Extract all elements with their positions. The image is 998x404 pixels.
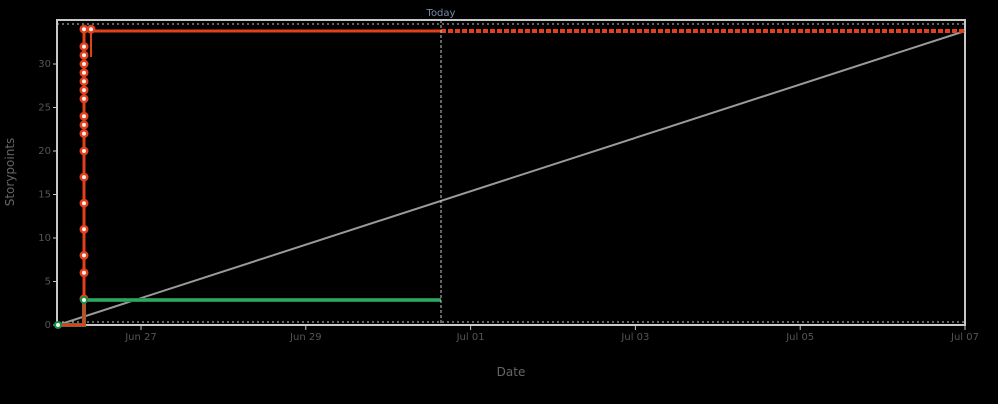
- completed-series: [58, 298, 441, 327]
- scope-series: [58, 24, 965, 327]
- today-marker: Today: [426, 8, 456, 325]
- x-tick-label: Jul 05: [785, 332, 814, 343]
- x-axis: Jun 27 Jun 29 Jul 01 Jul 03 Jul 05 Jul 07: [124, 325, 979, 343]
- x-tick-label: Jul 07: [950, 332, 979, 343]
- y-tick-label: 30: [38, 59, 51, 70]
- y-axis-title: Storypoints: [3, 138, 17, 207]
- y-tick-label: 5: [45, 277, 51, 288]
- completed-points: [54, 296, 88, 329]
- y-tick-label: 25: [38, 103, 51, 114]
- y-tick-label: 20: [38, 146, 51, 157]
- y-axis: 0 5 10 15 20 25 30: [38, 59, 58, 331]
- y-tick-label: 0: [45, 320, 51, 331]
- today-label: Today: [426, 8, 456, 19]
- x-tick-label: Jul 03: [620, 332, 649, 343]
- x-tick-label: Jun 27: [124, 332, 157, 343]
- y-tick-label: 15: [38, 190, 51, 201]
- plot-frame: [56, 19, 966, 326]
- x-axis-title: Date: [497, 365, 526, 379]
- ideal-line: [57, 30, 966, 326]
- x-tick-label: Jun 29: [289, 332, 322, 343]
- x-tick-label: Jul 01: [456, 332, 485, 343]
- y-tick-label: 10: [38, 233, 51, 244]
